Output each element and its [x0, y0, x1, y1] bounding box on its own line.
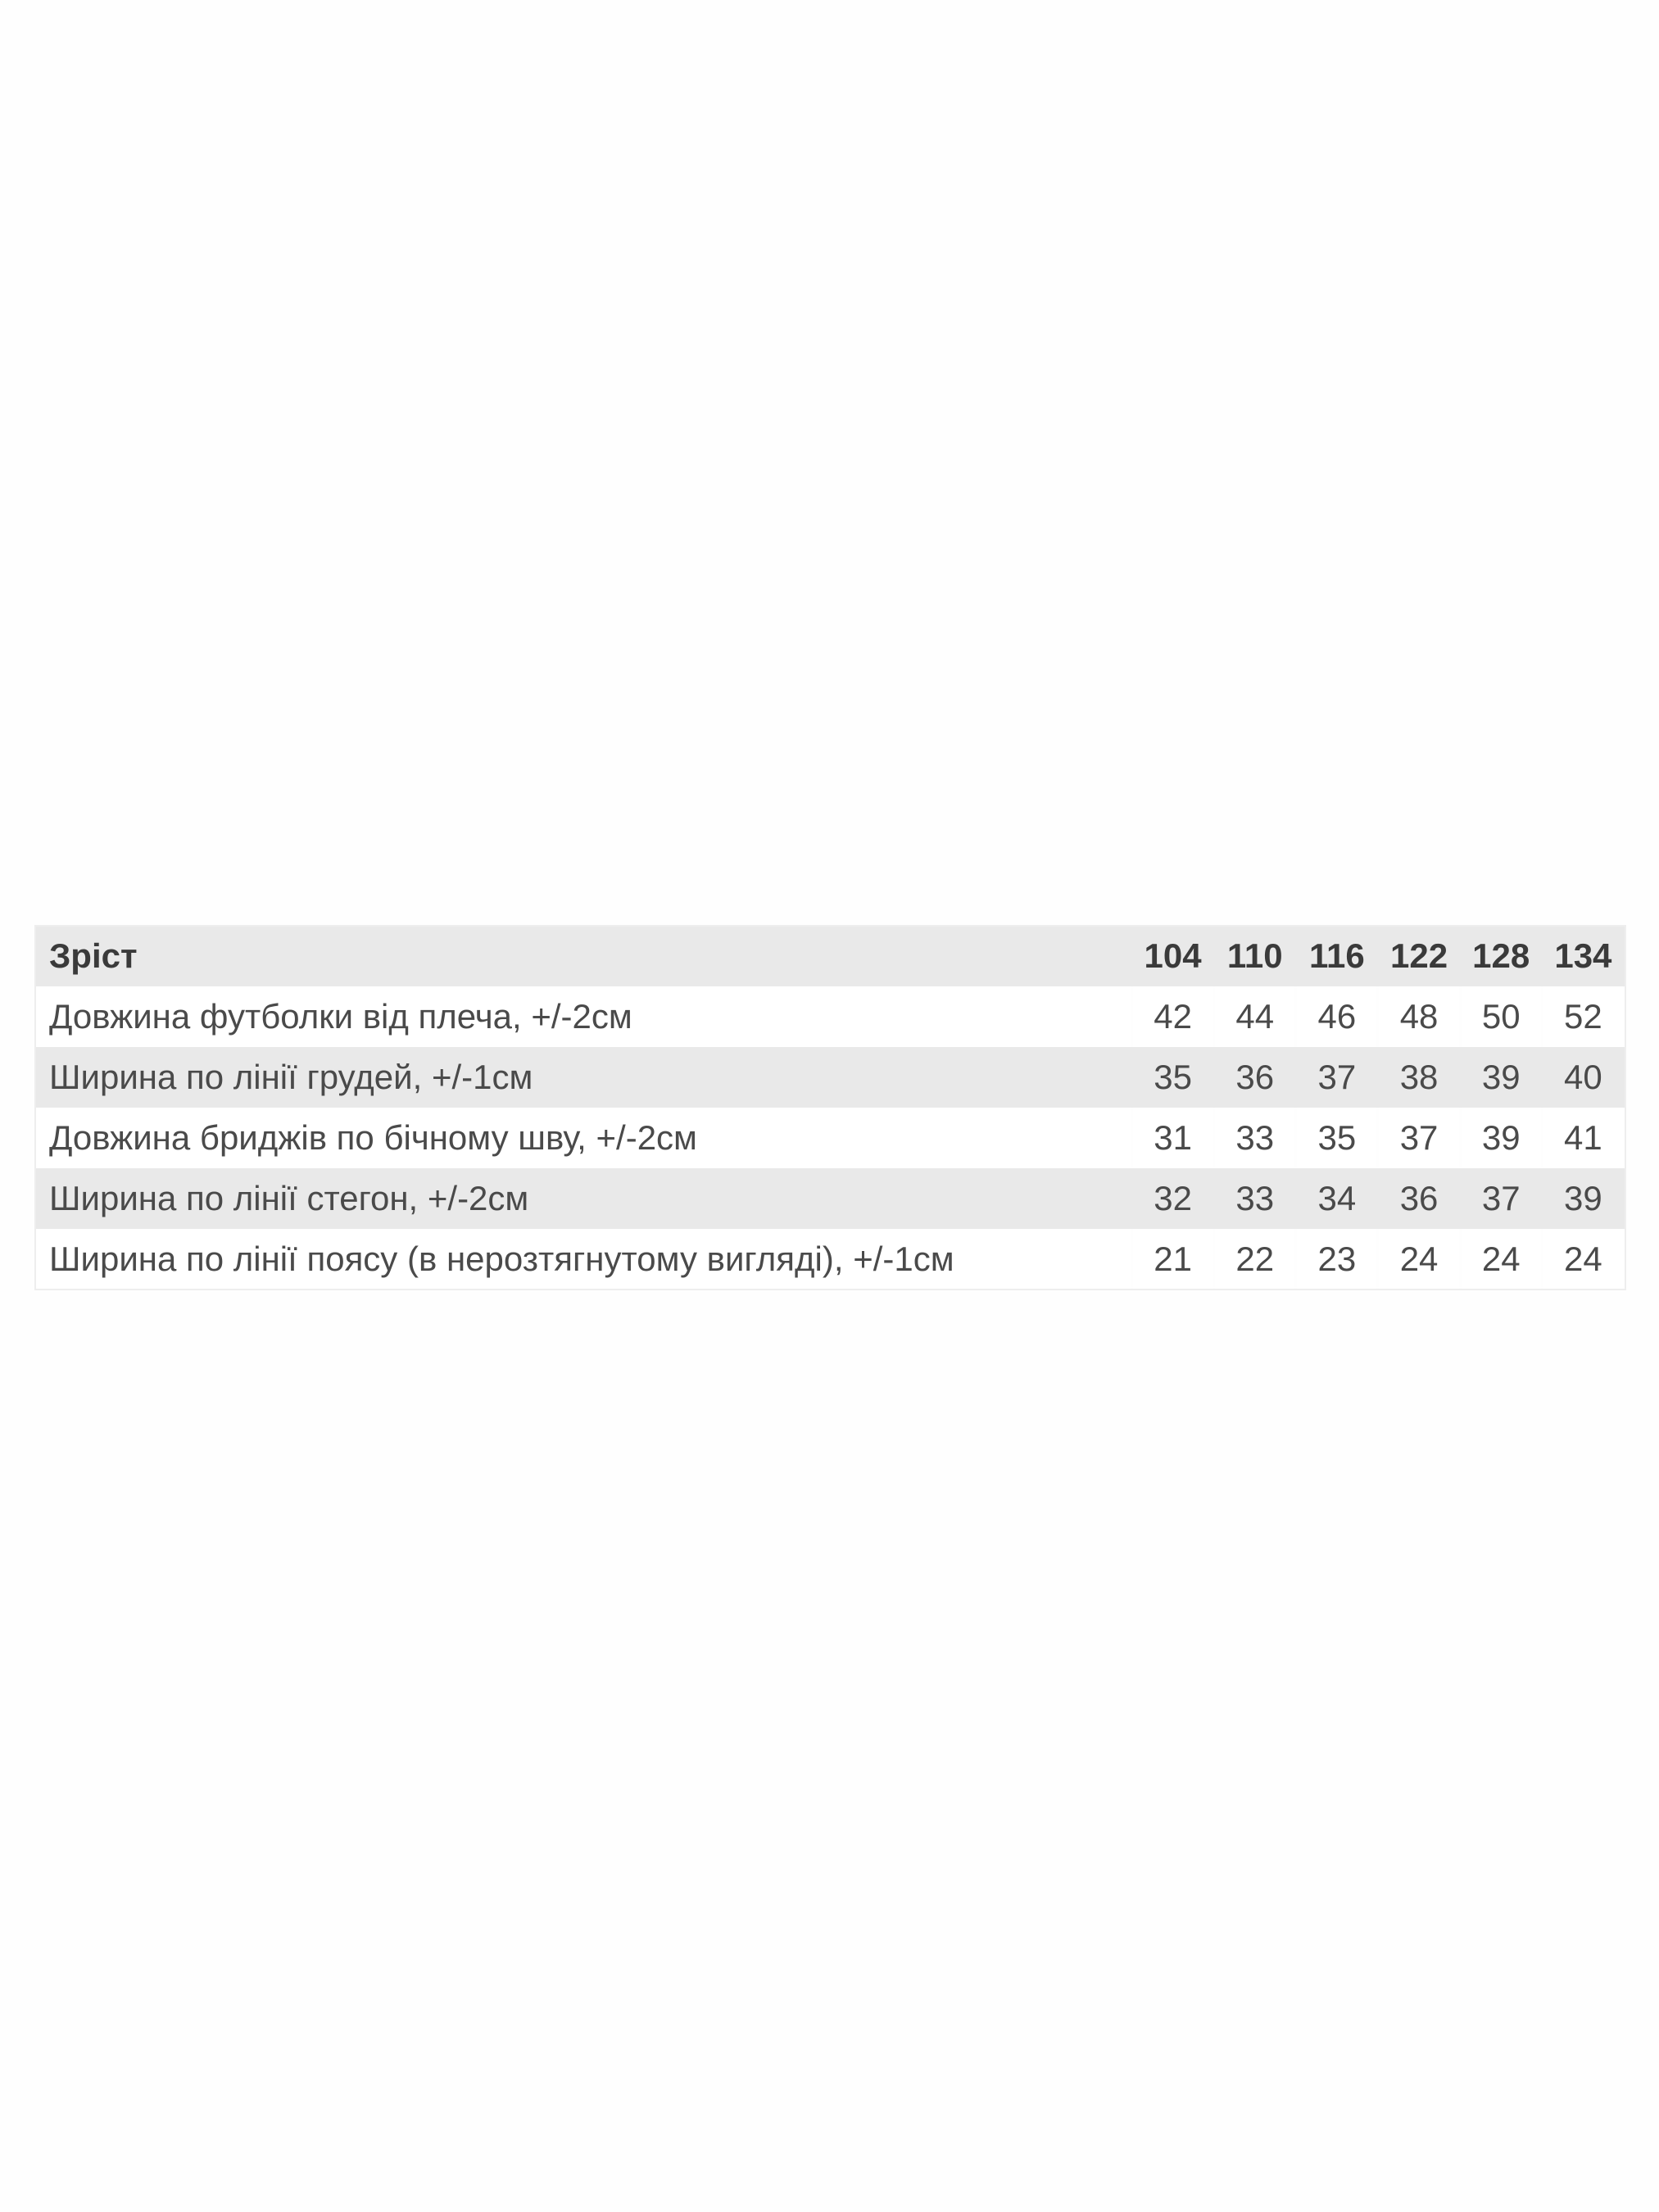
measurement-cell: 37: [1461, 1168, 1541, 1229]
measurement-cell: 50: [1461, 986, 1541, 1047]
measurement-cell: 22: [1215, 1229, 1295, 1290]
header-label: Зріст: [38, 926, 1131, 986]
measurement-cell: 35: [1297, 1108, 1377, 1168]
row-label: Довжина футболки від плеча, +/-2см: [38, 986, 1131, 1047]
measurement-cell: 48: [1379, 986, 1459, 1047]
table-row: Ширина по лінії поясу (в нерозтягнутому …: [38, 1229, 1623, 1290]
measurement-cell: 32: [1133, 1168, 1213, 1229]
size-header: 104: [1133, 926, 1213, 986]
size-header: 122: [1379, 926, 1459, 986]
measurement-cell: 41: [1543, 1108, 1623, 1168]
table-row: Ширина по лінії грудей, +/-1см 35 36 37 38 39…: [38, 1047, 1623, 1108]
measurement-cell: 39: [1543, 1168, 1623, 1229]
measurement-cell: 21: [1133, 1229, 1213, 1290]
measurement-cell: 37: [1297, 1047, 1377, 1108]
measurement-cell: 44: [1215, 986, 1295, 1047]
measurement-cell: 39: [1461, 1047, 1541, 1108]
measurement-cell: 37: [1379, 1108, 1459, 1168]
measurement-cell: 24: [1543, 1229, 1623, 1290]
size-header: 128: [1461, 926, 1541, 986]
table-row: Довжина футболки від плеча, +/-2см 42 44 46…: [38, 986, 1623, 1047]
measurement-cell: 31: [1133, 1108, 1213, 1168]
row-label: Ширина по лінії грудей, +/-1см: [38, 1047, 1131, 1108]
measurement-cell: 34: [1297, 1168, 1377, 1229]
measurement-cell: 35: [1133, 1047, 1213, 1108]
size-chart-table: Зріст 104 110 116 122 128 134 Довжина фу…: [34, 925, 1626, 1290]
measurement-cell: 36: [1215, 1047, 1295, 1108]
measurement-cell: 23: [1297, 1229, 1377, 1290]
row-label: Довжина бриджів по бічному шву, +/-2см: [38, 1108, 1131, 1168]
size-header: 134: [1543, 926, 1623, 986]
row-label: Ширина по лінії поясу (в нерозтягнутому …: [38, 1229, 1131, 1290]
measurement-cell: 42: [1133, 986, 1213, 1047]
row-label: Ширина по лінії стегон, +/-2см: [38, 1168, 1131, 1229]
measurement-cell: 24: [1379, 1229, 1459, 1290]
measurement-cell: 52: [1543, 986, 1623, 1047]
measurement-cell: 33: [1215, 1168, 1295, 1229]
measurement-cell: 38: [1379, 1047, 1459, 1108]
table-header-row: Зріст 104 110 116 122 128 134: [38, 926, 1623, 986]
size-header: 116: [1297, 926, 1377, 986]
measurement-cell: 46: [1297, 986, 1377, 1047]
table-row: Ширина по лінії стегон, +/-2см 32 33 34 36 37…: [38, 1168, 1623, 1229]
size-header: 110: [1215, 926, 1295, 986]
measurement-cell: 40: [1543, 1047, 1623, 1108]
measurement-cell: 24: [1461, 1229, 1541, 1290]
table-row: Довжина бриджів по бічному шву, +/-2см 31…: [38, 1108, 1623, 1168]
measurement-cell: 36: [1379, 1168, 1459, 1229]
measurement-cell: 39: [1461, 1108, 1541, 1168]
measurement-cell: 33: [1215, 1108, 1295, 1168]
